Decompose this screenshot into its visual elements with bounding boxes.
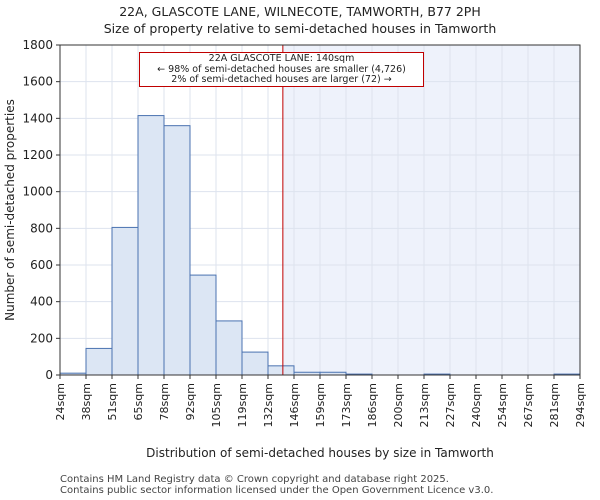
histogram-bar: [241, 351, 269, 376]
x-tick-label: 132sqm: [262, 383, 275, 427]
y-tick-label: 600: [30, 258, 53, 272]
x-tick-label: 105sqm: [210, 383, 223, 427]
x-tick-label: 267sqm: [522, 383, 535, 427]
x-axis-label: Distribution of semi-detached houses by …: [146, 446, 494, 460]
histogram-bar: [137, 115, 165, 376]
x-tick-label: 227sqm: [444, 383, 457, 427]
y-tick-label: 800: [30, 221, 53, 235]
histogram-bar: [111, 226, 139, 376]
y-tick-label: 0: [45, 368, 53, 382]
y-tick-label: 1800: [22, 38, 53, 52]
y-axis-label: Number of semi-detached properties: [3, 99, 17, 321]
x-tick-label: 78sqm: [158, 383, 171, 420]
y-tick-label: 1600: [22, 75, 53, 89]
larger-region-shade: [282, 45, 580, 375]
chart-subtitle: Size of property relative to semi-detach…: [103, 21, 497, 36]
x-tick-label: 51sqm: [106, 383, 119, 420]
x-tick-label: 213sqm: [418, 383, 431, 427]
x-tick-label: 65sqm: [132, 383, 145, 420]
footer-licence: Contains public sector information licen…: [60, 485, 494, 496]
histogram-chart: 0 200 400 600 800 1000 1200 1400 1600 1800 24sqm 38…: [3, 38, 587, 460]
x-tick-label: 200sqm: [392, 383, 405, 427]
histogram-bar: [215, 320, 243, 376]
x-tick-label: 186sqm: [366, 383, 379, 427]
x-tick-label: 38sqm: [80, 383, 93, 420]
x-tick-label: 173sqm: [340, 383, 353, 427]
histogram-bar: [163, 125, 191, 376]
chart-title: 22A, GLASCOTE LANE, WILNECOTE, TAMWORTH,…: [119, 4, 481, 19]
x-tick-label: 281sqm: [548, 383, 561, 427]
x-tick-label: 119sqm: [236, 383, 249, 427]
y-tick-label: 400: [30, 295, 53, 309]
x-tick-label: 254sqm: [496, 383, 509, 427]
x-tick-label: 240sqm: [470, 383, 483, 427]
annotation-line-1: 22A GLASCOTE LANE: 140sqm: [208, 53, 355, 64]
y-tick-label: 1000: [22, 185, 53, 199]
x-tick-label: 159sqm: [314, 383, 327, 427]
x-tick-label: 146sqm: [288, 383, 301, 427]
annotation-line-2: ← 98% of semi-detached houses are smalle…: [157, 63, 406, 75]
x-tick-label: 92sqm: [184, 383, 197, 420]
histogram-bar: [85, 347, 113, 376]
annotation-line-3: 2% of semi-detached houses are larger (7…: [171, 74, 392, 85]
y-tick-label: 1400: [22, 111, 53, 125]
x-tick-label: 294sqm: [574, 383, 587, 427]
y-tick-label: 200: [30, 331, 53, 345]
histogram-bar: [267, 365, 295, 376]
x-tick-label: 24sqm: [54, 383, 67, 420]
histogram-bar: [189, 274, 217, 376]
y-tick-label: 1200: [22, 148, 53, 162]
footer-copyright: Contains HM Land Registry data © Crown c…: [60, 474, 449, 485]
property-annotation-box: 22A GLASCOTE LANE: 140sqm ← 98% of semi-…: [139, 52, 424, 87]
